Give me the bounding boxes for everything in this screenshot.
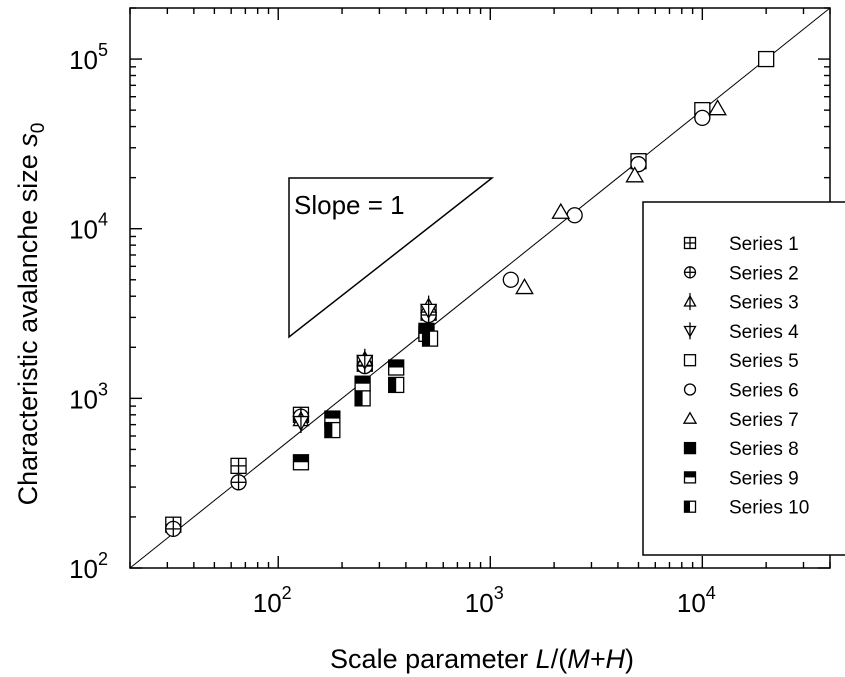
- x-tick-label: 103: [465, 583, 504, 618]
- legend-marker: [683, 236, 697, 250]
- legend-marker: [683, 293, 697, 311]
- legend-label: Series 3: [729, 293, 799, 314]
- legend-marker: [683, 266, 697, 279]
- x-tick-labels: 102 103 104: [253, 583, 716, 618]
- data-point: [708, 99, 727, 116]
- fit-line: [129, 7, 831, 569]
- fit-line-segment: [129, 7, 831, 569]
- x-tick-label: 104: [677, 583, 716, 618]
- data-point: [388, 376, 405, 394]
- data-point: [420, 299, 438, 321]
- data-point: [354, 375, 371, 392]
- x-axis-label: Scale parameter L/(M+H): [330, 644, 634, 674]
- slope-triangle: Slope = 1: [288, 177, 495, 339]
- legend-label: Series 5: [729, 351, 799, 372]
- legend-label: Series 1: [729, 234, 799, 255]
- series-7: [515, 99, 727, 295]
- legend-marker: [682, 411, 698, 424]
- data-point: [388, 359, 405, 376]
- legend-label: Series 6: [729, 381, 799, 402]
- data-point: [292, 412, 310, 434]
- legend-label: Series 2: [729, 263, 799, 284]
- legend-label: Series 4: [729, 322, 799, 343]
- data-point: [230, 474, 247, 491]
- legend-marker: [683, 500, 697, 513]
- series-10: [324, 330, 439, 439]
- data-point: [292, 454, 310, 471]
- data-point: [566, 207, 583, 224]
- data-point: [421, 330, 439, 347]
- series-4: [292, 299, 438, 434]
- y-axis-label: Characteristic avalanche size s0: [13, 123, 49, 506]
- data-point: [758, 50, 775, 68]
- legend-label: Series 8: [729, 439, 799, 460]
- legend-label: Series 10: [729, 498, 809, 519]
- legend-box: [642, 201, 845, 556]
- data-point: [625, 166, 645, 183]
- legend-marker: [683, 441, 697, 455]
- y-tick-labels: 102 103 104 105: [69, 40, 108, 584]
- y-tick-label: 102: [69, 549, 108, 584]
- y-tick-label: 104: [69, 210, 108, 245]
- x-tick-label: 102: [253, 583, 292, 618]
- data-points: [165, 50, 775, 538]
- data-point: [354, 390, 371, 407]
- legend-marker: [683, 471, 697, 484]
- legend-marker: [683, 383, 697, 396]
- data-point: [165, 520, 182, 538]
- data-point: [694, 109, 711, 127]
- legend-marker: [683, 322, 697, 340]
- data-point: [502, 271, 519, 288]
- data-point: [230, 457, 247, 475]
- legend-marker: [683, 354, 697, 367]
- legend-label: Series 7: [729, 410, 799, 431]
- series-9: [292, 325, 435, 471]
- y-tick-label: 105: [69, 40, 108, 75]
- data-point: [356, 350, 374, 372]
- data-point: [515, 277, 534, 295]
- slope-annotation: Slope = 1: [294, 190, 405, 220]
- y-tick-label: 103: [69, 379, 108, 414]
- legend: Series 1 Series 2 Series 3 Series 4 Series 5…: [642, 201, 845, 556]
- data-point: [324, 421, 341, 439]
- data-point: [551, 202, 571, 219]
- legend-label: Series 9: [729, 468, 799, 489]
